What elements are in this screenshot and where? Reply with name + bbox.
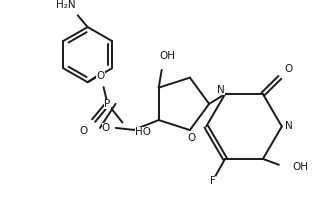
- Text: OH: OH: [293, 162, 309, 172]
- Text: N: N: [285, 121, 293, 132]
- Text: HO: HO: [136, 127, 151, 138]
- Text: F: F: [210, 176, 216, 185]
- Text: N: N: [217, 85, 225, 95]
- Text: H₂N: H₂N: [56, 0, 75, 10]
- Text: O: O: [80, 126, 88, 136]
- Text: O: O: [285, 64, 293, 73]
- Text: O: O: [188, 133, 196, 143]
- Text: OH: OH: [160, 51, 176, 61]
- Text: O: O: [102, 123, 110, 133]
- Text: P: P: [105, 99, 111, 109]
- Text: O: O: [96, 71, 105, 81]
